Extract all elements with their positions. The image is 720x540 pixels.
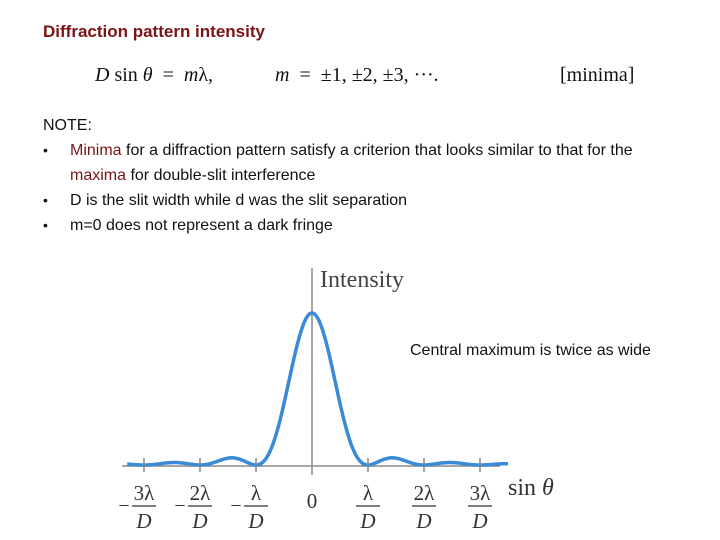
note-item-m-zero: • m=0 does not represent a dark fringe bbox=[43, 213, 693, 238]
x-tick-denominator: D bbox=[191, 509, 207, 533]
bullet-icon: • bbox=[43, 217, 48, 233]
x-tick-label: 3λ bbox=[470, 481, 492, 505]
x-tick-denominator: D bbox=[415, 509, 431, 533]
notes-list: • Minima for a diffraction pattern satis… bbox=[43, 138, 693, 238]
notes-heading: NOTE: bbox=[43, 117, 92, 134]
bullet-icon: • bbox=[43, 192, 48, 208]
x-tick-denominator: D bbox=[135, 509, 151, 533]
note-text: m=0 does not represent a dark fringe bbox=[70, 217, 333, 234]
note-highlight-maxima: maxima bbox=[70, 167, 127, 184]
x-tick-denominator: D bbox=[471, 509, 487, 533]
note-text: for a diffraction pattern satisfy a crit… bbox=[121, 142, 633, 159]
x-tick-sign: − bbox=[230, 495, 241, 517]
x-tick-sign: − bbox=[174, 495, 185, 517]
bullet-icon: • bbox=[43, 142, 48, 158]
x-tick-denominator: D bbox=[247, 509, 263, 533]
intensity-curve bbox=[126, 311, 510, 467]
note-text: for double-slit interference bbox=[126, 167, 316, 184]
x-tick-label: λ bbox=[251, 481, 262, 505]
x-tick-label: 2λ bbox=[414, 481, 436, 505]
x-tick-sign: − bbox=[118, 495, 129, 517]
x-tick-label: 2λ bbox=[190, 481, 212, 505]
notes-block: NOTE: • Minima for a diffraction pattern… bbox=[43, 113, 693, 238]
minima-equation-lhs: D sin θ = mλ, bbox=[95, 64, 214, 86]
x-tick-label: 0 bbox=[307, 489, 318, 513]
callout-central-maximum: Central maximum is twice as wide bbox=[410, 342, 651, 359]
slide-title: Diffraction pattern intensity bbox=[43, 22, 265, 41]
x-axis-label: sin θ bbox=[508, 475, 554, 501]
minima-equation-tag: [minima] bbox=[560, 64, 635, 86]
x-tick-label: 3λ bbox=[134, 481, 156, 505]
minima-equation-m: m = ±1, ±2, ±3, ···. bbox=[275, 64, 439, 86]
x-tick-denominator: D bbox=[359, 509, 375, 533]
y-axis-label: Intensity bbox=[320, 267, 404, 293]
note-item-minima: • Minima for a diffraction pattern satis… bbox=[43, 138, 693, 188]
x-tick-label: λ bbox=[363, 481, 374, 505]
note-text: D is the slit width while d was the slit… bbox=[70, 192, 408, 209]
note-highlight-minima: Minima bbox=[70, 142, 122, 159]
note-item-slit-width: • D is the slit width while d was the sl… bbox=[43, 188, 693, 213]
